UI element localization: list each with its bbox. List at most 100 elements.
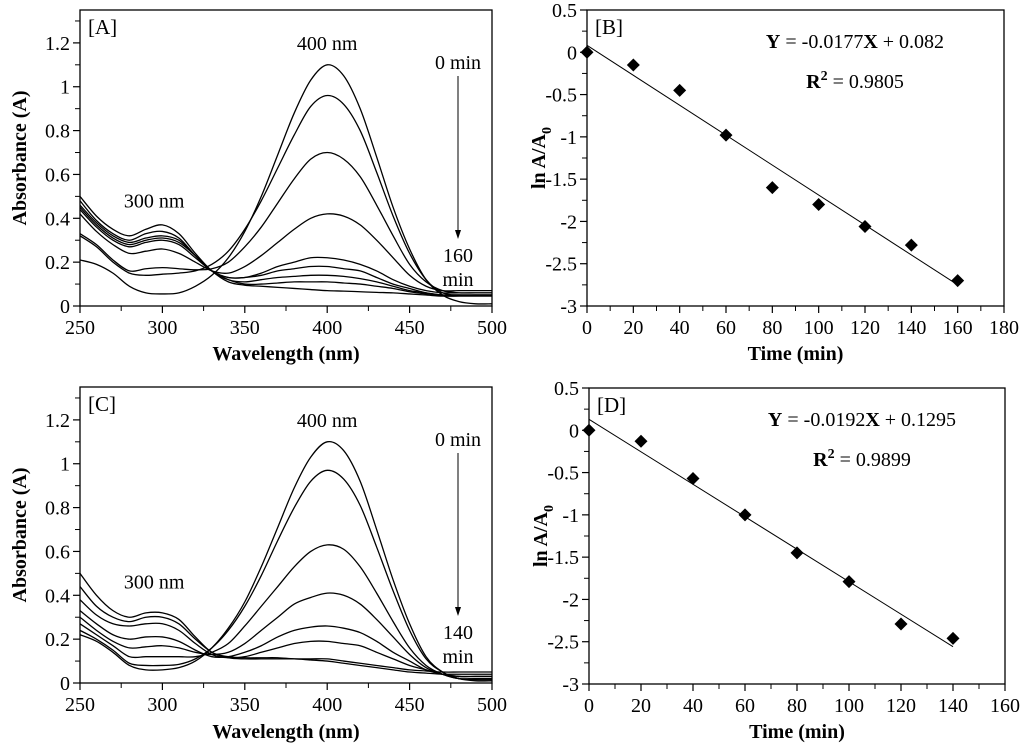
x-tick-label: 400 [312, 694, 342, 716]
annotation-300nm: 300 nm [124, 571, 185, 593]
spectrum-line-40-min [80, 151, 492, 294]
spectrum-line-80-min [80, 209, 492, 294]
panel-c: 250 300 350 400 450 500 0 0.2 0.4 0.6 0.8 1 1.2 Wavel… [9, 386, 507, 743]
r-squared-label: R [813, 449, 828, 471]
spectrum-line-100-min [80, 599, 492, 678]
x-tick-label: 400 [312, 317, 342, 339]
y-tick-label: -3 [560, 296, 577, 318]
y-tick-label: 0.4 [45, 585, 70, 607]
spectra-group [80, 440, 492, 682]
plot-frame [79, 386, 493, 684]
fit-equation: Y = -0.0177X + 0.082 [766, 31, 944, 53]
x-tick-label: 250 [65, 317, 95, 339]
y-axis-title: Absorbance (A) [9, 468, 31, 603]
equation-x-var: X [865, 409, 880, 431]
x-tick-label: 40 [670, 317, 690, 339]
equation-slope: = -0.0177 [780, 31, 863, 53]
fit-line [586, 44, 958, 286]
x-tick-label: 450 [395, 317, 425, 339]
x-tick-label: 60 [735, 695, 755, 717]
x-tick-label: 300 [147, 317, 177, 339]
data-point-diamond [634, 434, 648, 448]
y-tick-label: 0.2 [45, 629, 70, 651]
data-point-diamond [946, 631, 960, 645]
spectrum-line-140-min [80, 200, 492, 296]
data-point-diamond [686, 471, 700, 485]
data-point-diamond [842, 575, 856, 589]
annotation-300nm: 300 nm [124, 190, 185, 212]
x-tick-label: 20 [623, 317, 643, 339]
y-tick-label: 0 [60, 296, 70, 318]
panel-label: [C] [88, 392, 116, 416]
x-tick-label: 140 [896, 317, 926, 339]
y-tick-label: -0.5 [547, 463, 579, 485]
spectrum-line-140-min [80, 572, 492, 673]
x-tick-label: 140 [938, 695, 968, 717]
time-arrow-head [455, 607, 461, 616]
x-tick-label: 250 [65, 694, 95, 716]
equation-intercept: + 0.1295 [880, 409, 956, 431]
y-tick-label: 1 [60, 77, 70, 99]
y-tick-label: 1.2 [45, 410, 70, 432]
y-tick-label: -2.5 [545, 254, 577, 276]
data-point-diamond [738, 508, 752, 522]
x-tick-label: 60 [716, 317, 736, 339]
x-axis-title: Wavelength (nm) [212, 343, 359, 365]
y-tick-label: 0.6 [45, 541, 70, 563]
data-point-diamond [812, 198, 826, 212]
y-tick-label: -0.5 [545, 85, 577, 107]
fit-line [588, 418, 954, 648]
panel-label: [A] [88, 15, 117, 39]
x-tick-label: 160 [990, 695, 1020, 717]
x-tick-label: 20 [631, 695, 651, 717]
x-tick-label: 100 [804, 317, 834, 339]
y-tick-label: 0.8 [45, 121, 70, 143]
r-squared: R2 = 0.9805 [806, 69, 904, 93]
data-point-diamond [951, 274, 965, 288]
annotation-time-start: 0 min [435, 52, 481, 74]
r-squared-label: R [806, 71, 821, 93]
y-tick-label: -1 [562, 505, 579, 527]
r-squared-superscript: 2 [828, 447, 835, 462]
x-tick-label: 0 [584, 695, 594, 717]
x-tick-label: 500 [477, 694, 507, 716]
x-tick-label: 160 [943, 317, 973, 339]
spectrum-line-0-min [80, 440, 492, 682]
panel-a: 250 300 350 400 450 500 0 0.2 0.4 0.6 0.8 1 1.2 Wavel… [9, 9, 507, 365]
x-tick-label: 80 [762, 317, 782, 339]
annotation-time-end: 160 [443, 245, 473, 267]
x-tick-label: 300 [147, 694, 177, 716]
y-axis-title-subscript: 0 [540, 127, 555, 134]
data-point-diamond [894, 617, 908, 631]
spectrum-line-60-min [80, 213, 492, 292]
data-point-diamond [719, 128, 733, 142]
spectrum-line-0-min [80, 64, 492, 305]
x-tick-label: 450 [395, 694, 425, 716]
equation-slope: = -0.0192 [782, 409, 865, 431]
y-axis-title-main: ln A/A [530, 511, 552, 567]
data-point-diamond [765, 181, 779, 195]
x-tick-label: 350 [230, 317, 260, 339]
x-axis-title: Time (min) [748, 343, 844, 365]
annotation-time-end-unit: min [442, 269, 473, 291]
spectrum-line-120-min [80, 204, 492, 296]
equation-intercept: + 0.082 [878, 31, 944, 53]
data-point-diamond [790, 546, 804, 560]
x-tick-label: 120 [850, 317, 880, 339]
y-tick-label: -1.5 [547, 547, 579, 569]
y-tick-label: -1.5 [545, 169, 577, 191]
equation-y-var: Y [768, 409, 783, 431]
data-point-diamond [580, 45, 594, 59]
spectra-group [80, 64, 492, 305]
data-point-diamond [858, 220, 872, 234]
equation-x-var: X [863, 31, 878, 53]
data-point-diamond [582, 423, 596, 437]
y-tick-label: 0.6 [45, 164, 70, 186]
y-tick-label: 1 [60, 454, 70, 476]
y-tick-label: -2 [560, 211, 577, 233]
y-tick-label: 0.8 [45, 498, 70, 520]
r-squared-value: = 0.9805 [828, 71, 904, 93]
r-squared-value: = 0.9899 [835, 449, 911, 471]
spectrum-line-80-min [80, 610, 492, 678]
